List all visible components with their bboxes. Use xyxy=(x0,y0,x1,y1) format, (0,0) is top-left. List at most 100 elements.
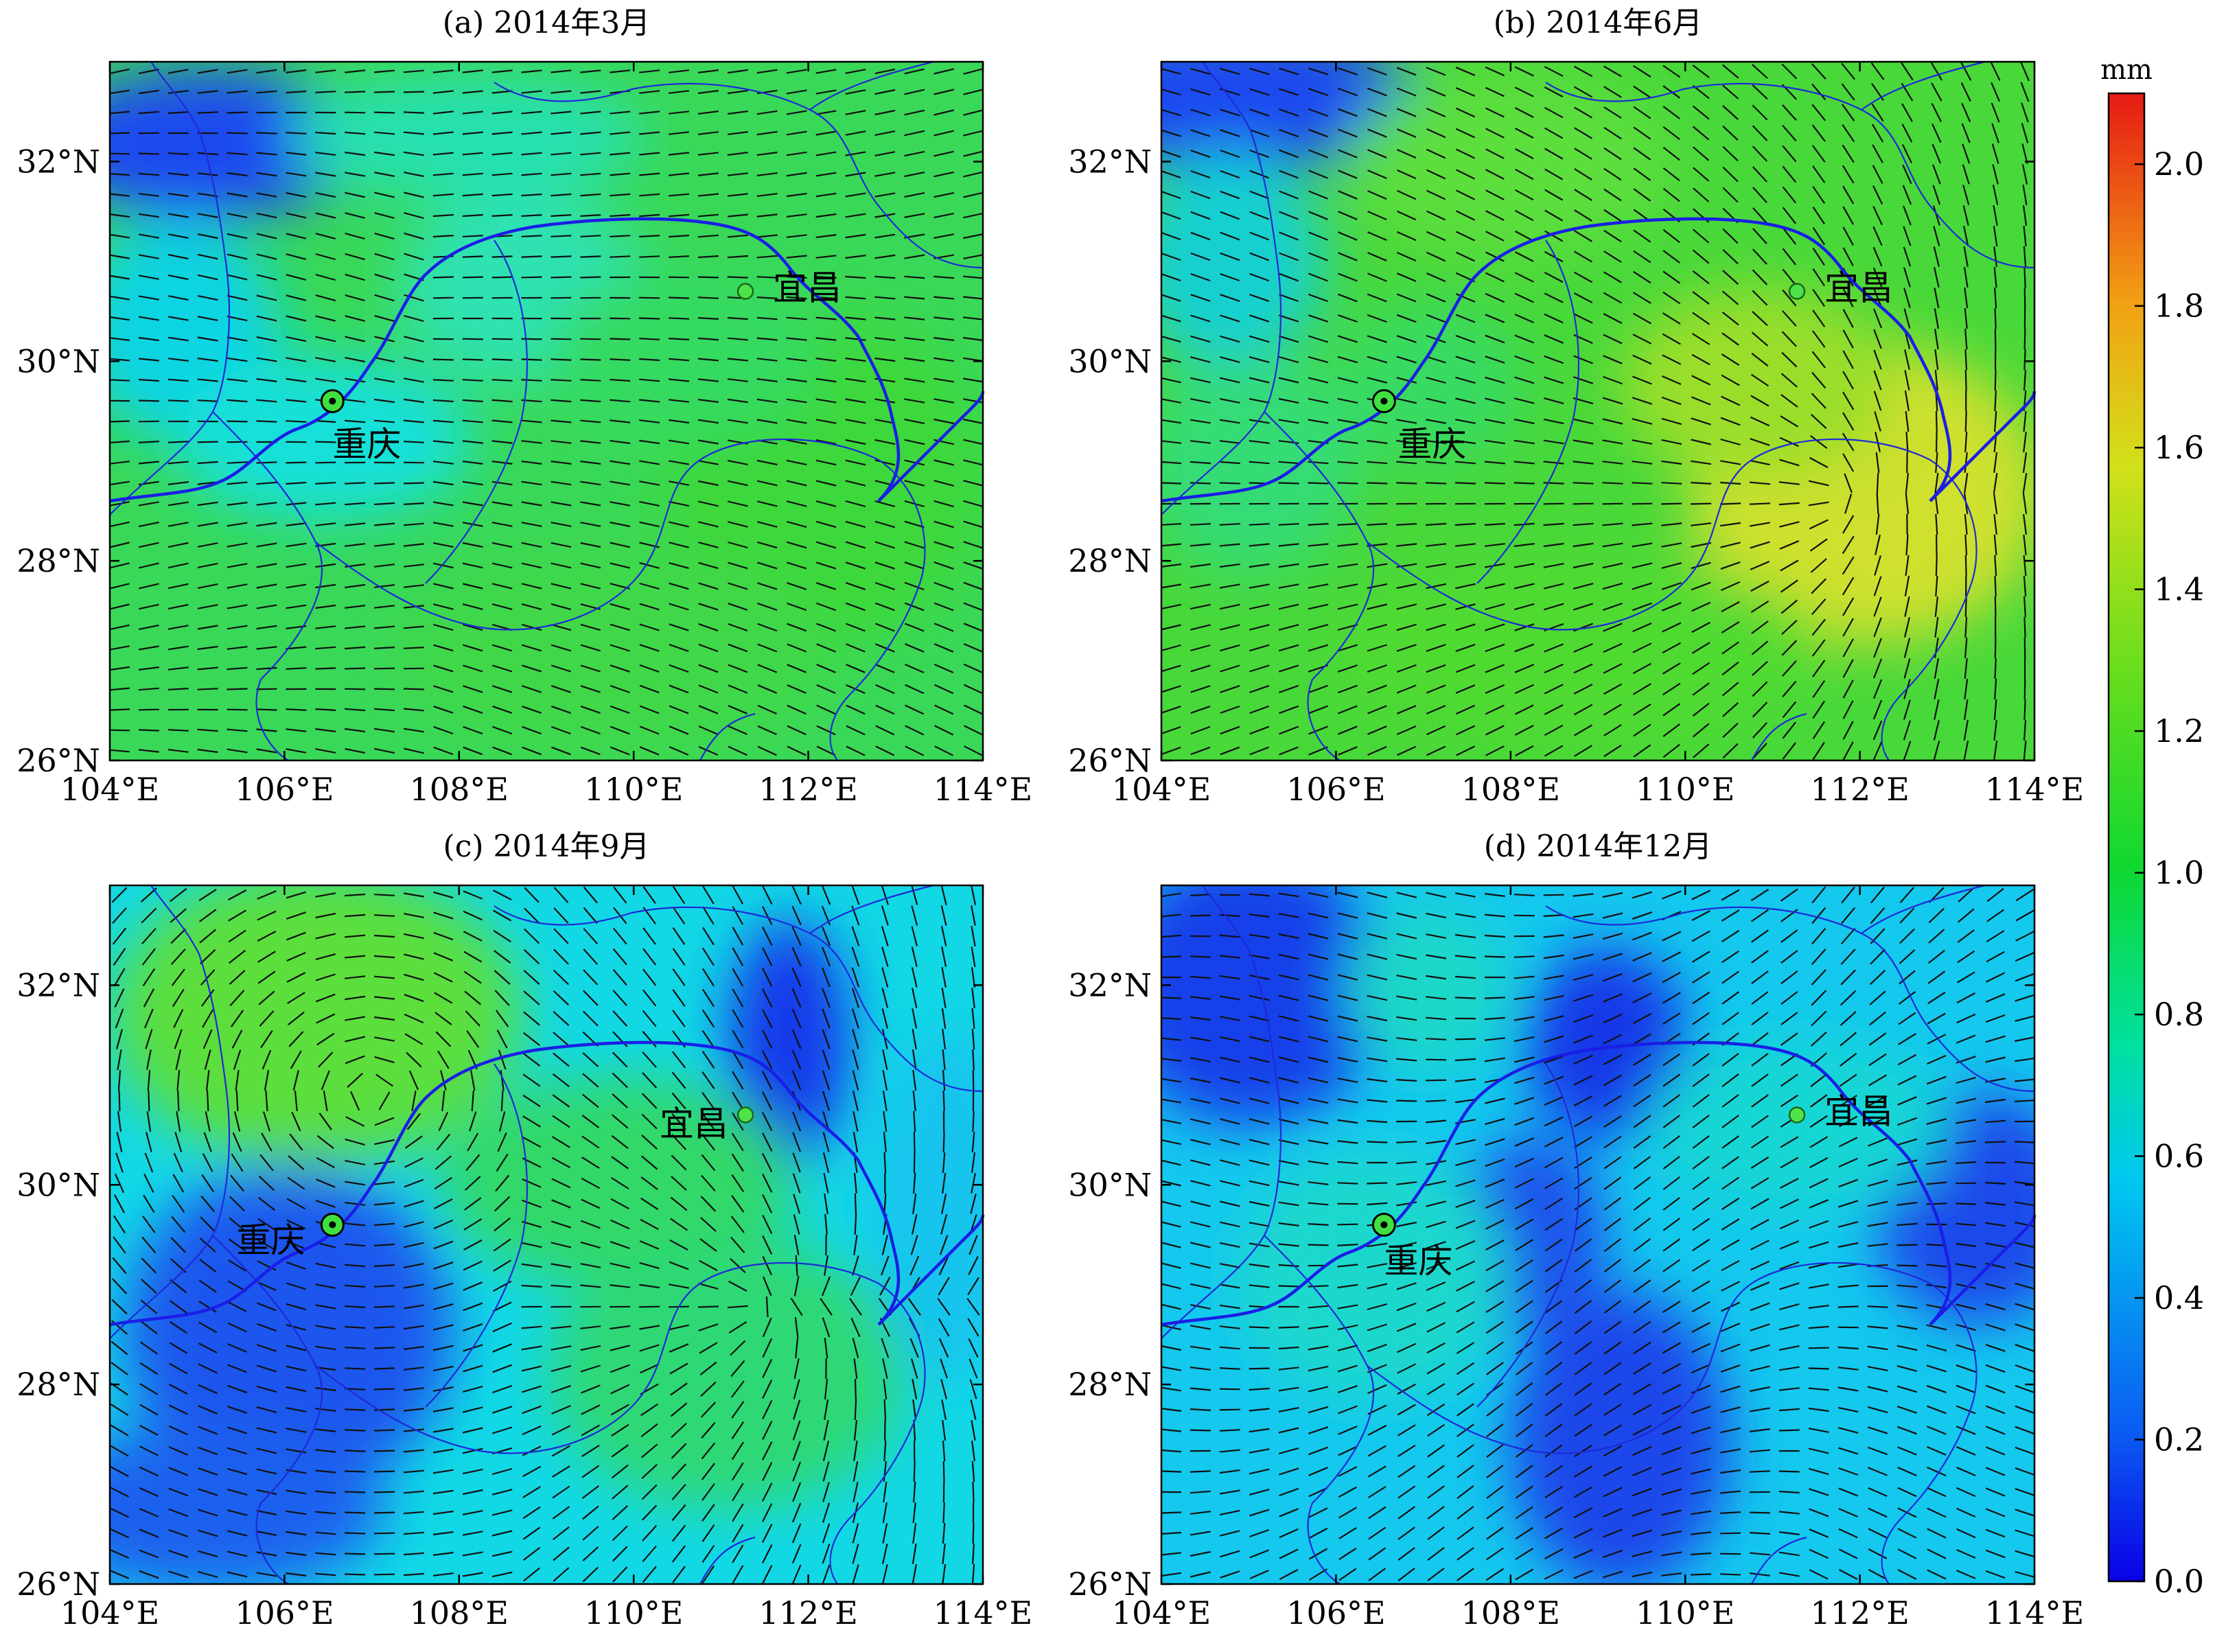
wind-vector xyxy=(875,704,895,715)
wind-vector xyxy=(669,705,689,714)
wind-vector xyxy=(462,562,483,569)
wind-vector xyxy=(762,1153,773,1172)
wind-vector xyxy=(815,358,837,362)
wind-vector xyxy=(1778,1551,1800,1557)
wind-vector xyxy=(1633,1094,1651,1108)
wind-vector xyxy=(227,542,248,548)
wind-vector xyxy=(786,541,807,549)
wind-vector xyxy=(1778,1490,1800,1494)
wind-vector xyxy=(403,1511,424,1515)
wind-vector xyxy=(1544,1300,1563,1314)
wind-vector xyxy=(315,91,336,93)
wind-vector xyxy=(1993,266,1997,288)
wind-vector xyxy=(1514,107,1534,118)
wind-vector xyxy=(933,377,955,383)
chongqing-marker-dot xyxy=(1380,397,1388,405)
wind-vector xyxy=(791,1564,802,1585)
wind-vector xyxy=(697,358,719,362)
panel-b-frame xyxy=(1160,60,2036,762)
wind-vector xyxy=(581,1135,600,1149)
wind-vector xyxy=(1249,1387,1270,1391)
wind-vector xyxy=(639,213,660,218)
wind-vector xyxy=(756,193,778,197)
wind-vector xyxy=(1905,493,1910,515)
wind-vector xyxy=(1780,579,1798,593)
wind-vector xyxy=(1279,1548,1299,1559)
wind-vector xyxy=(345,688,366,690)
wind-vector xyxy=(1249,1408,1270,1412)
wind-vector xyxy=(1602,582,1623,590)
wind-vector xyxy=(1873,596,1882,617)
wind-vector xyxy=(1249,108,1270,117)
wind-vector xyxy=(1367,87,1387,97)
wind-vector xyxy=(850,1277,861,1296)
wind-vector xyxy=(1545,1321,1563,1334)
wind-vector xyxy=(524,928,540,944)
wind-vector xyxy=(551,1425,571,1436)
wind-vector xyxy=(1249,377,1270,384)
wind-vector xyxy=(972,1049,975,1071)
wind-vector xyxy=(1842,432,1855,452)
wind-vector xyxy=(1781,331,1797,347)
wind-vector xyxy=(256,748,277,754)
wind-vector xyxy=(286,522,307,526)
wind-vector xyxy=(108,687,130,691)
wind-vector xyxy=(1749,481,1770,485)
wind-vector xyxy=(1661,460,1682,465)
yichang-label: 宜昌 xyxy=(660,1104,728,1143)
wind-vector xyxy=(1603,1156,1622,1170)
wind-vector xyxy=(883,1461,887,1482)
wind-vector xyxy=(1426,293,1446,303)
wind-vector xyxy=(1426,725,1446,736)
wind-vector xyxy=(491,480,513,486)
wind-vector xyxy=(697,193,719,197)
wind-vector xyxy=(1927,1548,1947,1559)
wind-vector xyxy=(345,419,366,423)
wind-vector xyxy=(1662,333,1681,345)
wind-vector xyxy=(672,927,686,946)
wind-vector xyxy=(294,1090,298,1112)
wind-vector xyxy=(1842,247,1854,266)
wind-vector xyxy=(1842,577,1855,596)
wind-vector xyxy=(639,582,660,590)
wind-vector xyxy=(762,1380,773,1399)
wind-vector xyxy=(1426,1241,1446,1249)
wind-vector xyxy=(1278,1056,1299,1063)
wind-vector xyxy=(148,1090,150,1112)
wind-vector xyxy=(580,1284,601,1288)
wind-vector xyxy=(727,316,748,321)
wind-vector xyxy=(286,931,306,941)
wind-vector xyxy=(1544,148,1564,160)
wind-vector xyxy=(852,1049,859,1070)
wind-vector xyxy=(1514,1076,1535,1084)
wind-vector xyxy=(1573,418,1594,425)
wind-vector xyxy=(1516,1423,1533,1437)
wind-vector xyxy=(963,68,984,75)
wind-vector xyxy=(1278,1036,1299,1043)
wind-vector xyxy=(962,316,984,321)
wind-vector xyxy=(1964,410,1967,432)
wind-vector xyxy=(1337,356,1358,364)
wind-vector xyxy=(1985,1303,2006,1311)
wind-vector xyxy=(1964,555,1967,577)
wind-vector xyxy=(1161,252,1181,261)
wind-vector xyxy=(1426,954,1447,959)
wind-vector xyxy=(108,708,130,711)
wind-vector xyxy=(1778,1324,1800,1331)
wind-vector xyxy=(904,171,925,178)
wind-vector xyxy=(403,605,425,609)
wind-vector xyxy=(822,1317,831,1338)
wind-vector xyxy=(582,1052,599,1067)
wind-vector xyxy=(198,1446,218,1456)
wind-vector xyxy=(1190,108,1211,117)
wind-vector xyxy=(315,1304,336,1310)
wind-vector xyxy=(109,68,130,75)
wind-vector xyxy=(731,1441,744,1461)
wind-vector xyxy=(1368,1547,1387,1561)
wind-vector xyxy=(2022,205,2028,226)
wind-vector xyxy=(1515,1465,1533,1478)
wind-vector xyxy=(1367,170,1387,179)
wind-vector xyxy=(612,1485,629,1500)
wind-vector xyxy=(1633,1259,1651,1272)
wind-vector xyxy=(1812,721,1825,740)
